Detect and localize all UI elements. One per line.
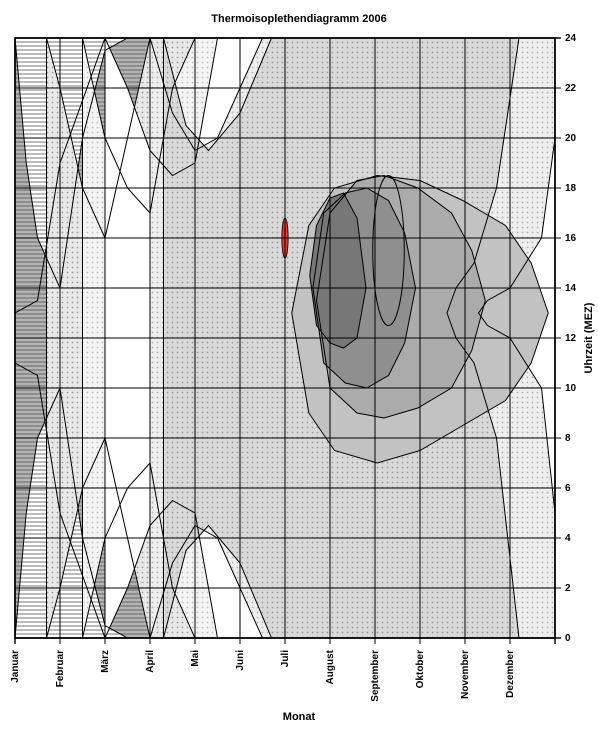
ytick-22: 22 (565, 83, 577, 94)
ytick-12: 12 (565, 333, 577, 344)
xtick-9: Oktober (415, 650, 426, 688)
xtick-6: Juli (280, 650, 291, 667)
xtick-5: Juni (235, 650, 246, 671)
ytick-8: 8 (565, 433, 571, 444)
ytick-2: 2 (565, 583, 571, 594)
ytick-24: 24 (565, 33, 577, 44)
ytick-16: 16 (565, 233, 577, 244)
xtick-0: Januar (10, 650, 21, 683)
xtick-11: Dezember (505, 650, 516, 698)
xtick-2: März (100, 650, 111, 673)
y-axis-label: Uhrzeit (MEZ) (583, 302, 595, 373)
thermoisopleth-chart: Thermoisoplethendiagramm 2006 0246810121… (0, 0, 598, 735)
ytick-6: 6 (565, 483, 571, 494)
ytick-0: 0 (565, 633, 571, 644)
xtick-7: August (325, 649, 336, 684)
xtick-4: Mai (190, 650, 201, 667)
xtick-10: November (460, 650, 471, 699)
xtick-3: April (145, 650, 156, 673)
xtick-1: Februar (55, 650, 66, 687)
ytick-18: 18 (565, 183, 577, 194)
chart-title: Thermoisoplethendiagramm 2006 (211, 13, 386, 25)
ytick-14: 14 (565, 283, 577, 294)
x-axis-label: Monat (283, 711, 316, 723)
ytick-10: 10 (565, 383, 577, 394)
ytick-4: 4 (565, 533, 571, 544)
ytick-20: 20 (565, 133, 577, 144)
xtick-8: September (370, 650, 381, 702)
